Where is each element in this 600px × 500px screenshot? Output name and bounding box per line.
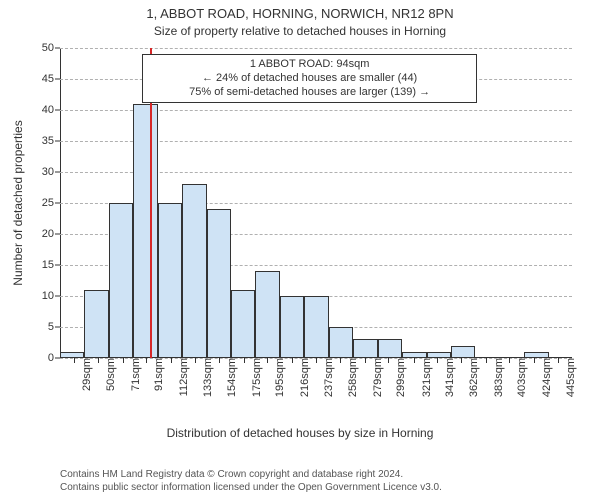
x-tick-label: 258sqm bbox=[335, 358, 359, 397]
y-tick-label: 15 bbox=[42, 259, 60, 271]
histogram-bar bbox=[451, 346, 475, 358]
histogram-bar bbox=[231, 290, 255, 358]
x-tick-label: 216sqm bbox=[287, 358, 311, 397]
y-tick-label: 25 bbox=[42, 197, 60, 209]
figure-root: 1, ABBOT ROAD, HORNING, NORWICH, NR12 8P… bbox=[0, 0, 600, 500]
y-tick-label: 40 bbox=[42, 104, 60, 116]
y-tick-label: 30 bbox=[42, 166, 60, 178]
histogram-bar bbox=[378, 339, 402, 358]
x-tick-label: 321sqm bbox=[409, 358, 433, 397]
histogram-bar bbox=[329, 327, 353, 358]
y-tick-label: 10 bbox=[42, 290, 60, 302]
y-tick-label: 50 bbox=[42, 42, 60, 54]
footer-line-2: Contains public sector information licen… bbox=[60, 482, 592, 495]
x-tick-label: 403sqm bbox=[504, 358, 528, 397]
x-tick-label: 175sqm bbox=[239, 358, 263, 397]
x-tick-label: 71sqm bbox=[118, 358, 142, 391]
footer-attribution: Contains HM Land Registry data © Crown c… bbox=[60, 469, 592, 494]
x-tick-label: 112sqm bbox=[166, 358, 190, 396]
y-tick-label: 35 bbox=[42, 135, 60, 147]
histogram-bar bbox=[304, 296, 328, 358]
x-tick-label: 362sqm bbox=[456, 358, 480, 397]
histogram-bar bbox=[207, 209, 231, 358]
x-tick-label: 29sqm bbox=[69, 358, 93, 391]
x-axis-label: Distribution of detached houses by size … bbox=[0, 426, 600, 440]
y-tick-label: 45 bbox=[42, 73, 60, 85]
histogram-bar bbox=[353, 339, 377, 358]
annotation-box: 1 ABBOT ROAD: 94sqm ← 24% of detached ho… bbox=[142, 54, 477, 103]
x-tick-label: 383sqm bbox=[481, 358, 505, 397]
y-axis-label: Number of detached properties bbox=[11, 120, 25, 285]
x-tick-label: 154sqm bbox=[214, 358, 238, 397]
histogram-bar bbox=[280, 296, 304, 358]
gridline bbox=[60, 48, 572, 49]
x-tick-label: 133sqm bbox=[190, 358, 214, 397]
chart-title: 1, ABBOT ROAD, HORNING, NORWICH, NR12 8P… bbox=[0, 6, 600, 21]
x-tick-label: 424sqm bbox=[529, 358, 553, 397]
histogram-bar bbox=[255, 271, 279, 358]
annotation-line-3: 75% of semi-detached houses are larger (… bbox=[151, 86, 468, 100]
chart-subtitle: Size of property relative to detached ho… bbox=[0, 24, 600, 38]
histogram-bar bbox=[84, 290, 108, 358]
x-tick-label: 279sqm bbox=[360, 358, 384, 397]
y-tick-label: 20 bbox=[42, 228, 60, 240]
annotation-line-2: ← 24% of detached houses are smaller (44… bbox=[151, 72, 468, 86]
x-tick-label: 195sqm bbox=[262, 358, 286, 397]
footer-line-1: Contains HM Land Registry data © Crown c… bbox=[60, 469, 592, 482]
x-tick-label: 237sqm bbox=[311, 358, 335, 397]
x-tick-label: 91sqm bbox=[141, 358, 165, 391]
histogram-bar bbox=[109, 203, 133, 358]
x-tick-label: 299sqm bbox=[383, 358, 407, 397]
y-tick-label: 0 bbox=[48, 352, 60, 364]
histogram-bar bbox=[133, 104, 157, 358]
histogram-bar bbox=[182, 184, 206, 358]
x-tick-label: 445sqm bbox=[553, 358, 577, 397]
x-tick-label: 341sqm bbox=[432, 358, 456, 397]
annotation-line-1: 1 ABBOT ROAD: 94sqm bbox=[151, 58, 468, 72]
y-tick-label: 5 bbox=[48, 321, 60, 333]
histogram-bar bbox=[158, 203, 182, 358]
plot-area: 0510152025303540455029sqm50sqm71sqm91sqm… bbox=[60, 48, 572, 358]
x-tick-label: 50sqm bbox=[93, 358, 117, 391]
